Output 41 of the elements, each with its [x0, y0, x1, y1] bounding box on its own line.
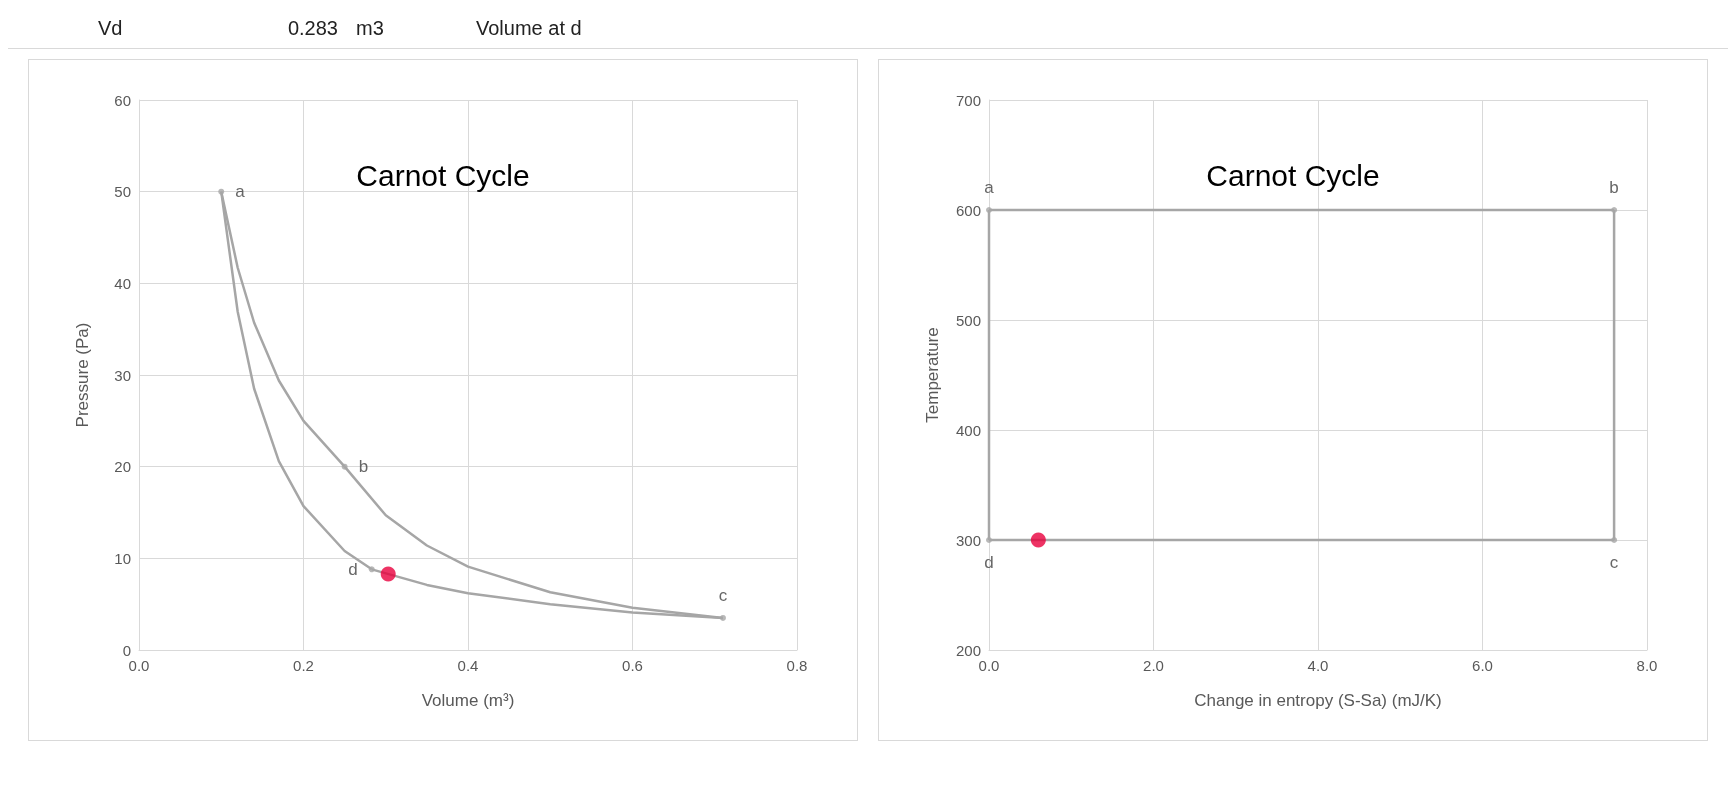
x-tick-label: 6.0	[1472, 657, 1493, 674]
x-tick-label: 4.0	[1307, 657, 1329, 674]
annotation: b	[1609, 178, 1619, 197]
y-tick-label: 40	[114, 274, 131, 292]
x-tick-label: 0.8	[786, 657, 808, 674]
y-tick-label: 30	[114, 366, 131, 384]
text: Vd	[97, 16, 124, 40]
y-tick-label: 50	[114, 183, 131, 201]
y-tick-label: 300	[955, 531, 981, 549]
y-tick-label: 200	[955, 641, 981, 659]
annotation: a	[984, 178, 995, 197]
y-axis-title: Pressure (Pa)	[73, 322, 92, 428]
y-tick-label: 400	[955, 421, 981, 439]
annotation: c	[718, 585, 728, 605]
annotation: d	[984, 553, 994, 572]
text: Carnot Cycle	[1206, 158, 1380, 192]
x-tick-label: 0.2	[293, 657, 314, 674]
x-tick-label: 2.0	[1143, 657, 1164, 674]
x-axis-title: Volume (m³)	[421, 691, 515, 710]
text: Volume at d	[475, 16, 583, 40]
annotation: d	[348, 559, 358, 579]
y-tick-label: 20	[114, 458, 131, 476]
text: Carnot Cycle	[356, 158, 530, 192]
y-tick-label: 0	[122, 641, 131, 659]
y-tick-label: 10	[114, 549, 131, 567]
y-tick-label: 500	[955, 311, 981, 329]
text: m3	[355, 16, 385, 40]
y-axis-title: Temperature	[923, 327, 942, 423]
y-tick-label: 600	[955, 201, 981, 219]
x-tick-label: 0.0	[128, 657, 150, 674]
x-tick-label: 8.0	[1636, 657, 1658, 674]
x-tick-label: 0.0	[978, 657, 1000, 674]
x-tick-label: 0.4	[457, 657, 479, 674]
y-tick-label: 700	[955, 91, 981, 109]
annotation: b	[358, 457, 369, 477]
y-tick-label: 60	[114, 91, 131, 109]
text: 0.283	[286, 16, 339, 40]
x-axis-title: Change in entropy (S-Sa) (mJ/K)	[1194, 691, 1442, 710]
annotation: c	[1609, 553, 1619, 572]
x-tick-label: 0.6	[622, 657, 643, 674]
annotation: a	[235, 182, 246, 202]
